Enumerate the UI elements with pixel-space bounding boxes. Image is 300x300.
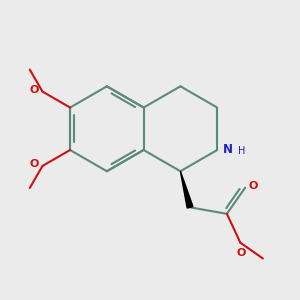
Text: O: O xyxy=(30,85,39,95)
Text: N: N xyxy=(223,143,233,156)
Text: H: H xyxy=(238,146,245,156)
Polygon shape xyxy=(180,171,193,208)
Text: O: O xyxy=(248,181,258,191)
Text: O: O xyxy=(30,159,39,169)
Text: O: O xyxy=(236,248,246,258)
